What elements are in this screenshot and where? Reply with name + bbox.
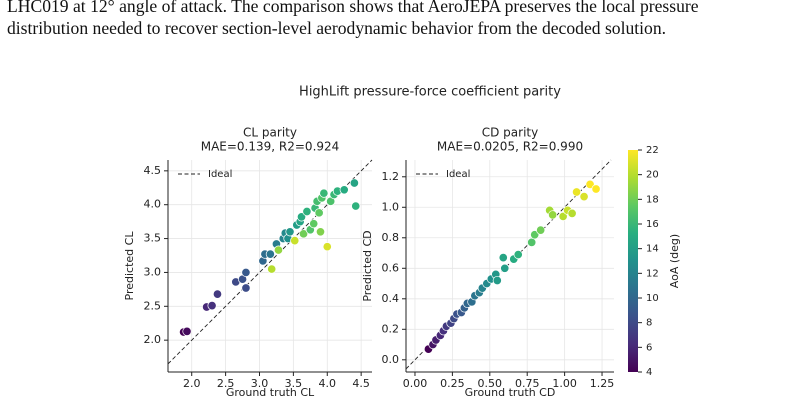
point xyxy=(349,178,359,188)
point xyxy=(241,267,251,277)
legend-label: Ideal xyxy=(208,169,232,180)
point xyxy=(309,219,319,229)
x-tick-label: 0.75 xyxy=(515,377,540,390)
x-tick-label: 4.0 xyxy=(319,377,337,390)
text-line: distribution needed to recover section-l… xyxy=(7,18,667,38)
point xyxy=(492,275,502,286)
colorbar-tick-label: 8 xyxy=(646,318,652,329)
point xyxy=(530,230,540,240)
point xyxy=(513,250,523,260)
point xyxy=(572,187,582,197)
point xyxy=(285,227,295,237)
x-tick-label: 0.00 xyxy=(403,377,428,390)
y-tick-label: 0.2 xyxy=(382,322,400,335)
ideal-line xyxy=(167,159,373,365)
y-tick-label: 1.2 xyxy=(382,170,400,183)
colorbar-tick-label: 18 xyxy=(646,194,659,205)
figure-title: HighLift pressure-force coefficient pari… xyxy=(299,85,561,100)
point xyxy=(351,201,361,211)
point xyxy=(591,184,601,194)
point xyxy=(500,263,510,273)
point xyxy=(498,253,508,263)
x-tick-label: 2.0 xyxy=(183,377,201,390)
x-tick-label: 1.00 xyxy=(552,377,577,390)
point xyxy=(273,245,284,255)
point xyxy=(182,326,192,336)
point xyxy=(302,206,312,217)
colorbar-tick-label: 6 xyxy=(646,342,652,353)
y-tick-label: 3.0 xyxy=(144,265,162,278)
x-tick-label: 3.0 xyxy=(251,377,269,390)
colorbar-tick-label: 10 xyxy=(646,293,659,304)
point xyxy=(241,283,251,293)
x-axis-label: Ground truth CL xyxy=(226,386,315,399)
x-tick-label: 2.5 xyxy=(217,377,235,390)
y-tick-label: 4.0 xyxy=(144,198,162,211)
colorbar-tick-label: 20 xyxy=(646,170,659,181)
x-tick-label: 3.5 xyxy=(285,377,303,390)
colorbar-tick-label: 16 xyxy=(646,219,659,230)
legend-label: Ideal xyxy=(446,169,470,180)
y-tick-label: 0.4 xyxy=(382,292,400,305)
point xyxy=(536,225,546,235)
subplot-title: CL parity xyxy=(243,126,297,140)
x-tick-label: 0.50 xyxy=(478,377,503,390)
colorbar-tick-label: 22 xyxy=(646,145,659,156)
y-tick-label: 4.5 xyxy=(144,164,162,177)
point xyxy=(314,208,324,218)
y-axis-label: Predicted CL xyxy=(123,231,136,301)
paragraph: LHC019 at 12° angle of attack. The compa… xyxy=(7,0,699,39)
x-tick-label: 0.25 xyxy=(440,377,465,390)
y-tick-label: 3.5 xyxy=(144,232,162,245)
point xyxy=(339,185,349,195)
y-tick-label: 0.8 xyxy=(382,231,400,244)
colorbar xyxy=(628,150,638,372)
y-tick-label: 1.0 xyxy=(382,200,400,213)
point xyxy=(585,179,595,189)
text-line: LHC019 at 12° angle of attack. The compa… xyxy=(7,0,699,16)
x-tick-label: 1.25 xyxy=(590,377,615,390)
x-axis-label: Ground truth CD xyxy=(465,386,556,399)
y-tick-label: 0.0 xyxy=(382,353,400,366)
subplot-subtitle: MAE=0.139, R2=0.924 xyxy=(201,140,340,154)
point xyxy=(296,212,307,222)
point xyxy=(290,236,300,246)
point xyxy=(315,227,326,237)
colorbar-label: AoA (deg) xyxy=(668,234,681,288)
point xyxy=(267,264,277,274)
point xyxy=(265,249,275,259)
point xyxy=(527,237,537,247)
point xyxy=(579,192,589,202)
colorbar-tick-label: 4 xyxy=(646,367,652,378)
y-tick-label: 2.5 xyxy=(144,299,162,312)
point xyxy=(207,301,217,311)
point xyxy=(319,188,329,198)
point xyxy=(567,208,577,218)
subplot-subtitle: MAE=0.0205, R2=0.990 xyxy=(437,140,583,154)
point xyxy=(548,210,558,220)
point xyxy=(322,242,332,252)
colorbar-tick-label: 12 xyxy=(646,268,659,279)
y-tick-label: 2.0 xyxy=(144,333,162,346)
x-tick-label: 4.5 xyxy=(352,377,370,390)
point xyxy=(212,289,223,299)
point xyxy=(558,211,568,221)
colorbar-tick-label: 14 xyxy=(646,244,659,255)
subplot-title: CD parity xyxy=(482,126,538,140)
y-tick-label: 0.6 xyxy=(382,261,400,274)
point xyxy=(298,229,309,239)
y-axis-label: Predicted CD xyxy=(361,230,374,301)
